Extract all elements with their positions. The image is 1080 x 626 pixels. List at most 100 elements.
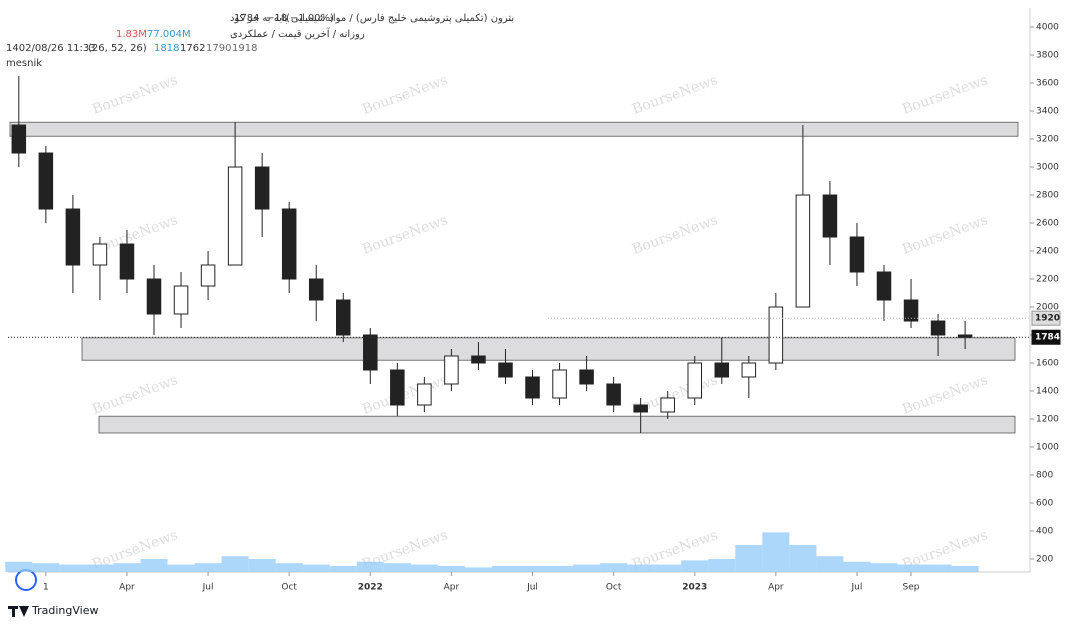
candle-body (822, 194, 838, 238)
y-tick-label: 2800 (1036, 191, 1059, 201)
volume-bar (627, 564, 655, 572)
volume-bar (329, 565, 357, 572)
candle-body (281, 208, 297, 280)
candle-body (254, 166, 270, 210)
volume-bar (221, 556, 249, 572)
candle-body (930, 320, 946, 336)
candle-body (146, 278, 162, 315)
volume-bar (167, 564, 195, 572)
candle-body (173, 285, 189, 315)
span-b: 1918 (232, 43, 257, 54)
candle-body (471, 355, 486, 364)
x-tick-label: Oct (606, 583, 622, 593)
ichimoku-params: (26, 52, 26) (88, 43, 147, 54)
volume-bar (546, 565, 574, 572)
volume-bar (32, 563, 60, 572)
volume-bar (275, 563, 303, 572)
volume-bar (789, 544, 817, 572)
volume-bar (491, 565, 519, 572)
conversion-line: 1818 (154, 43, 179, 54)
volume-bar (59, 564, 87, 572)
candle-body (660, 397, 675, 413)
candle-body (11, 124, 27, 154)
y-tick-label: 2600 (1036, 219, 1059, 229)
volume-bar (113, 563, 141, 572)
candle-body (606, 383, 621, 406)
candle-body (714, 362, 730, 378)
volume-bar (410, 564, 438, 572)
x-tick-label: Oct (281, 583, 297, 593)
x-tick-label: 2022 (358, 583, 383, 593)
x-tick-label: Jul (202, 583, 214, 593)
candle-body (38, 152, 54, 210)
x-tick-label: Sep (903, 583, 920, 593)
change-percent: (−1.00%) (286, 13, 334, 24)
candle-body (876, 271, 892, 301)
price-label-box (1031, 310, 1061, 326)
y-tick-label: 4000 (1036, 23, 1059, 33)
last-price: 1784 (234, 13, 259, 24)
span-a: 1790 (206, 43, 231, 54)
y-tick-label: 2200 (1036, 275, 1059, 285)
volume-ma: 77.004M (147, 29, 191, 40)
symbol-title: بترون (تکمیلی پتروشیمی خلیج فارس) / مواد… (230, 13, 514, 24)
base-line: 1762 (180, 43, 205, 54)
volume-bar (248, 558, 276, 572)
volume-bar (762, 532, 790, 572)
price-zone (98, 415, 1016, 434)
y-tick-label: 1200 (1036, 414, 1059, 424)
candle-body (903, 299, 919, 322)
y-tick-label: 1400 (1036, 386, 1059, 396)
candle-body (633, 404, 648, 413)
volume-bar (519, 565, 547, 572)
volume-bar (654, 564, 682, 572)
x-tick-label: 1 (43, 583, 49, 593)
volume-bar (5, 561, 33, 572)
y-tick-label: 1600 (1036, 359, 1059, 369)
volume-bar (383, 563, 411, 572)
candle-body (444, 355, 459, 385)
y-tick-label: 2400 (1036, 247, 1059, 257)
volume-bar (843, 561, 871, 572)
brand[interactable]: TradingView (31, 604, 98, 617)
x-tick-label: Jul (526, 583, 538, 593)
candle-body (336, 299, 351, 336)
candle-body (768, 306, 784, 364)
candle-body (795, 194, 811, 308)
candle-body (417, 383, 432, 406)
x-tick-label: Jul (851, 583, 863, 593)
volume-bar (600, 563, 628, 572)
volume-bar (356, 561, 384, 572)
volume-bar (194, 563, 222, 572)
x-tick-label: Apr (768, 583, 784, 593)
candle-body (687, 362, 703, 399)
y-tick-label: 2000 (1036, 303, 1059, 313)
candle-body (390, 369, 405, 406)
x-tick-label: Apr (119, 583, 135, 593)
y-tick-label: 3400 (1036, 107, 1059, 117)
y-tick-label: 3200 (1036, 135, 1059, 145)
author: mesnik (6, 58, 42, 69)
y-tick-label: 600 (1036, 498, 1053, 508)
price-label: 1784 (1035, 333, 1060, 343)
candle-body (525, 376, 540, 399)
logo-icon[interactable] (15, 569, 37, 591)
candle-body (849, 236, 865, 273)
volume-bar (302, 564, 330, 572)
volume-bar (437, 565, 465, 572)
candle-body (119, 243, 135, 280)
volume-value: 1.83M (116, 29, 147, 40)
volume-bar (708, 558, 736, 572)
chart-settings: روزانه / آخرین قیمت / عملکردی (230, 27, 365, 40)
tradingview-logo[interactable] (8, 606, 29, 617)
candle-body (308, 278, 324, 301)
candle-body (227, 166, 243, 266)
volume-bar (816, 556, 844, 572)
candle-body (363, 334, 378, 371)
y-tick-label: 3000 (1036, 163, 1059, 173)
candle-body (552, 369, 567, 399)
volume-bar (870, 563, 898, 572)
price-label-box (1031, 329, 1061, 345)
volume-bar (681, 560, 709, 572)
